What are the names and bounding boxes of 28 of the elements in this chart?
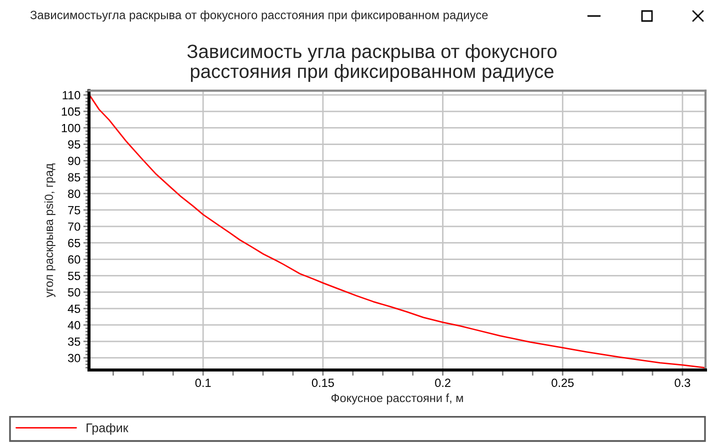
y-tick-label: 85	[68, 173, 80, 182]
y-tick-label: 40	[68, 321, 80, 330]
x-axis-title: Фокусное расстояни f, м	[331, 394, 463, 405]
x-tick-label: 0.1	[195, 378, 211, 388]
line-series	[89, 94, 706, 368]
y-axis-title: угол раскрыва psi0, град	[44, 163, 56, 298]
y-tick-label: 90	[68, 156, 80, 166]
y-tick-label: 105	[62, 107, 80, 116]
y-tick-label: 35	[68, 337, 80, 346]
y-tick-label: 65	[68, 238, 80, 248]
y-tick-label: 110	[62, 91, 80, 100]
y-tick-label: 100	[62, 124, 80, 132]
y-tick-label: 70	[68, 222, 80, 231]
y-tick-label: 45	[68, 304, 80, 313]
y-tick-label: 95	[68, 140, 80, 149]
x-tick-label: 0.25	[552, 378, 574, 388]
y-tick-label: 30	[68, 354, 80, 362]
y-tick-label: 55	[68, 272, 80, 280]
y-tick-label: 60	[68, 255, 80, 264]
text: Зависимостьугла раскрыва от фокусного расстояния при фиксированном радиусе	[30, 10, 488, 22]
x-tick-label: 0.2	[435, 378, 450, 388]
y-tick-label: 75	[68, 206, 80, 214]
x-tick-label: 0.15	[312, 378, 334, 388]
legend-label: График	[86, 423, 128, 435]
y-tick-label: 50	[68, 288, 80, 297]
chart-title: Зависимость угла раскрыва от фокусного расстояния при фиксированном радиусе	[187, 44, 557, 82]
y-tick-label: 80	[68, 190, 80, 198]
x-tick-label: 0.3	[674, 378, 690, 388]
